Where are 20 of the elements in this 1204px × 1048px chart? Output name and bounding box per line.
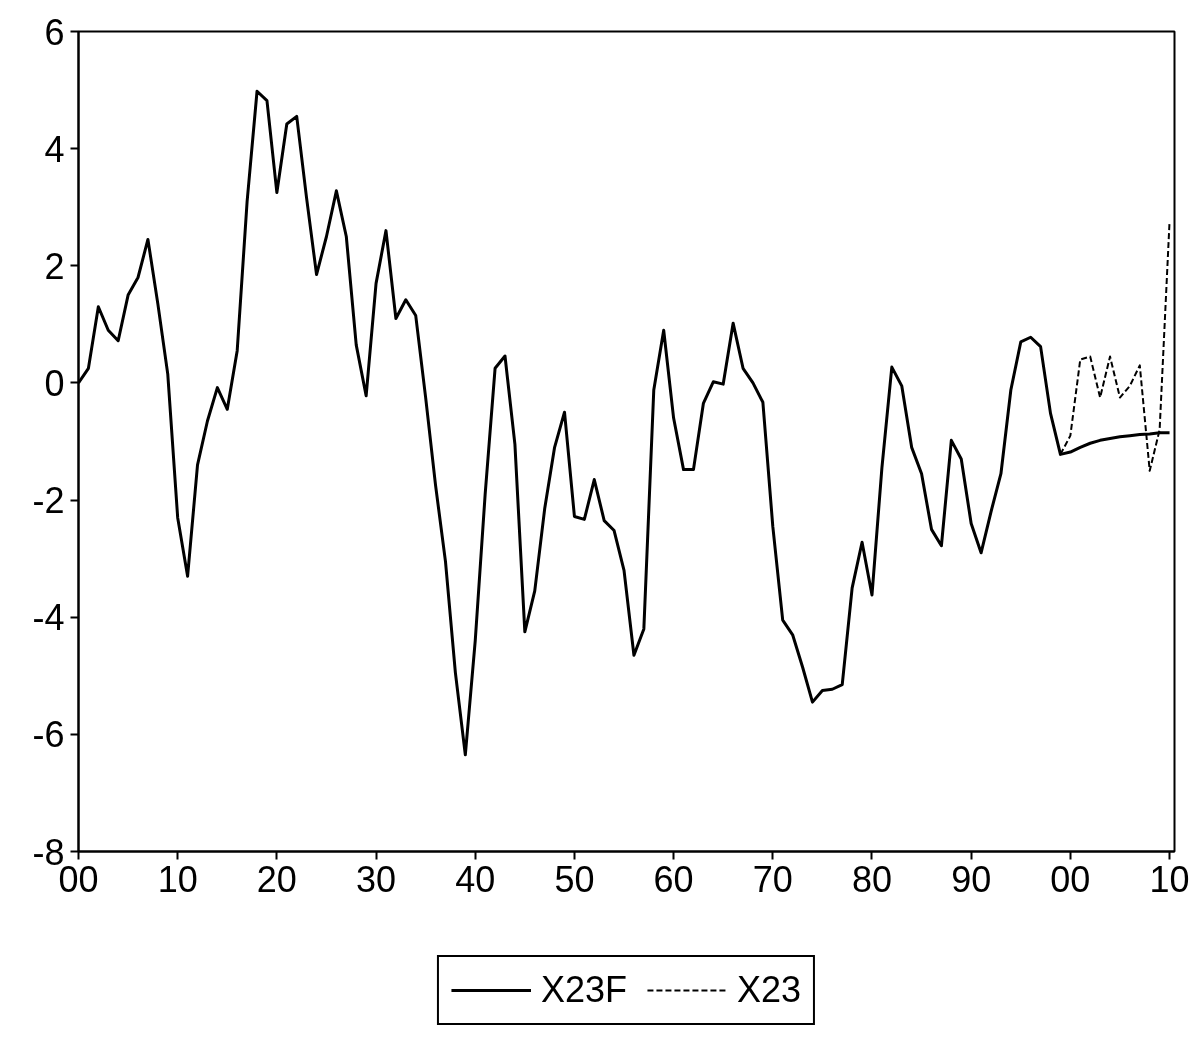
y-tick-label: 2 [44, 245, 65, 287]
x-tick-label: 20 [256, 858, 297, 900]
x-tick-label: 50 [554, 858, 595, 900]
x-tick-label: 30 [356, 858, 397, 900]
y-tick-label: 0 [44, 362, 65, 404]
x-tick-label: 70 [752, 858, 793, 900]
y-tick-label: -2 [32, 480, 65, 522]
x-tick-label: 10 [157, 858, 198, 900]
y-tick-label: -6 [32, 714, 65, 756]
x-tick-label: 80 [851, 858, 893, 900]
legend-label: X23 [736, 969, 802, 1011]
x-tick-label: 90 [951, 858, 992, 900]
y-tick-label: 6 [44, 11, 65, 53]
y-tick-label: -4 [32, 597, 65, 639]
x-tick-label: 10 [1149, 858, 1190, 900]
x-tick-label: 40 [455, 858, 496, 900]
x-tick-label: 00 [1050, 858, 1091, 900]
x-tick-label: 60 [653, 858, 694, 900]
legend-label: X23F [540, 969, 627, 1011]
y-tick-label: 4 [44, 128, 65, 170]
